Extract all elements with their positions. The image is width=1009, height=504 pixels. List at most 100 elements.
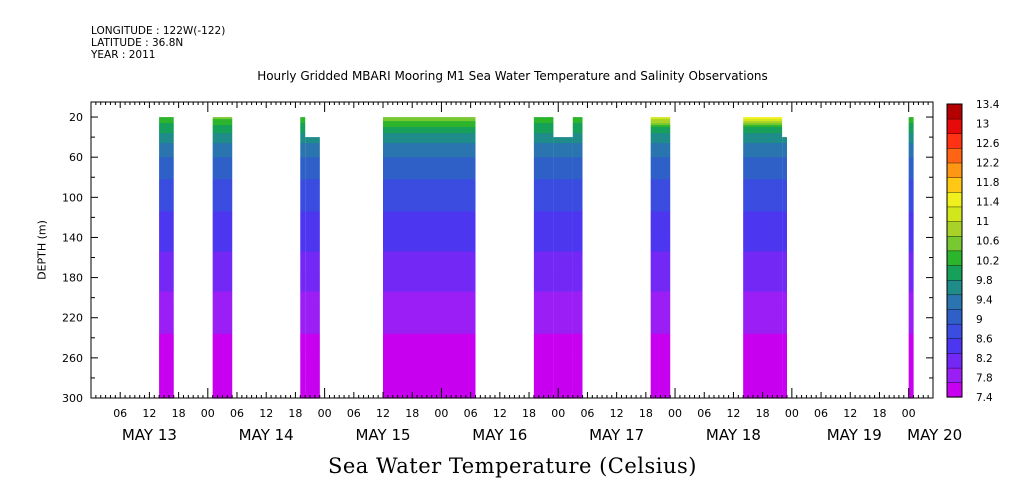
data-cell — [650, 227, 671, 230]
data-cell — [533, 390, 554, 393]
data-cell — [743, 279, 783, 283]
data-cell — [383, 181, 476, 184]
data-cell — [383, 285, 476, 289]
data-cell — [212, 283, 233, 287]
data-cell — [782, 233, 787, 236]
data-cell — [782, 137, 787, 140]
data-cell — [908, 323, 914, 327]
data-cell — [300, 251, 306, 255]
plot-frame — [90, 101, 934, 399]
data-cell — [383, 377, 476, 381]
data-cell — [908, 121, 914, 124]
data-cell — [212, 245, 233, 249]
data-cell — [300, 309, 306, 313]
data-cell — [782, 283, 787, 287]
data-cell — [212, 167, 233, 170]
data-cell — [908, 179, 914, 182]
data-cell — [743, 379, 783, 383]
data-cell — [300, 243, 306, 247]
data-cell — [572, 259, 583, 263]
data-cell — [159, 327, 174, 331]
data-cell — [908, 299, 914, 303]
data-cell — [300, 139, 306, 142]
data-cell — [383, 373, 476, 377]
data-cell — [743, 343, 783, 347]
data-cell — [300, 345, 306, 349]
data-cell — [572, 315, 583, 319]
data-cell — [572, 351, 583, 355]
data-cell — [572, 367, 583, 371]
data-cell — [782, 373, 787, 377]
data-cell — [159, 207, 174, 210]
data-cell — [383, 193, 476, 196]
data-cell — [572, 205, 583, 208]
data-cell — [533, 233, 554, 236]
data-cell — [305, 213, 320, 216]
data-cell — [300, 299, 306, 303]
data-cell — [743, 371, 783, 375]
data-cell — [305, 355, 320, 359]
data-cell — [383, 337, 476, 341]
data-cell — [553, 295, 573, 299]
data-cell — [572, 299, 583, 303]
data-cell — [300, 199, 306, 202]
data-cell — [553, 221, 573, 224]
data-cell — [908, 165, 914, 168]
data-cell — [159, 394, 174, 397]
data-cell — [159, 173, 174, 176]
data-cell — [553, 185, 573, 188]
data-cell — [383, 135, 476, 138]
data-cell — [533, 271, 554, 275]
data-cell — [908, 185, 914, 188]
data-cell — [383, 153, 476, 156]
data-cell — [553, 187, 573, 190]
data-cell — [159, 392, 174, 395]
data-cell — [159, 163, 174, 166]
data-cell — [908, 365, 914, 369]
data-cell — [572, 386, 583, 389]
data-cell — [650, 315, 671, 319]
x-tick-label: 18 — [405, 407, 419, 420]
data-cell — [782, 225, 787, 228]
data-cell — [650, 135, 671, 138]
data-cell — [650, 141, 671, 144]
data-cell — [908, 277, 914, 281]
data-cell — [300, 377, 306, 381]
data-cell — [650, 281, 671, 285]
data-cell — [383, 301, 476, 305]
data-cell — [159, 201, 174, 204]
data-cell — [159, 285, 174, 289]
x-tick-label: 18 — [522, 407, 536, 420]
data-cell — [212, 357, 233, 361]
data-cell — [383, 205, 476, 208]
data-cell — [159, 321, 174, 325]
data-cell — [572, 379, 583, 383]
data-cell — [650, 239, 671, 243]
y-tick-label: 20 — [69, 111, 83, 124]
data-cell — [159, 235, 174, 239]
data-cell — [305, 159, 320, 162]
data-cell — [572, 185, 583, 188]
x-day-label: MAY 20 — [907, 426, 962, 444]
data-cell — [572, 187, 583, 190]
data-cell — [533, 215, 554, 218]
data-cell — [159, 349, 174, 353]
data-cell — [553, 377, 573, 381]
data-cell — [908, 369, 914, 373]
x-tick-label: 18 — [756, 407, 770, 420]
data-cell — [553, 269, 573, 273]
data-cell — [782, 151, 787, 154]
data-cell — [572, 291, 583, 295]
data-cell — [383, 394, 476, 397]
data-cell — [533, 191, 554, 194]
x-tick-label: 06 — [580, 407, 594, 420]
data-cell — [212, 257, 233, 261]
colorbar-label: 13 — [976, 119, 989, 131]
data-cell — [383, 267, 476, 271]
data-cell — [383, 255, 476, 259]
x-day-label: MAY 13 — [122, 426, 177, 444]
data-cell — [553, 343, 573, 347]
data-cell — [533, 357, 554, 361]
data-cell — [650, 392, 671, 395]
data-cell — [650, 331, 671, 335]
